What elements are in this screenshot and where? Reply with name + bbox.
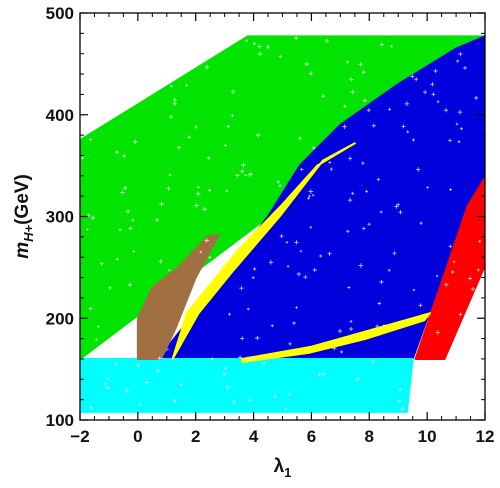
- y-tick-label: 300: [46, 208, 74, 227]
- y-tick-label: 100: [46, 411, 74, 430]
- x-tick-label: −2: [70, 427, 89, 446]
- scatter-region: [414, 176, 485, 360]
- tick-labels: −2 0 2 4 6 8 10 12 100 200 300 400 500: [46, 4, 495, 446]
- scatter-region-fill: [171, 142, 356, 360]
- y-tick-label: 400: [46, 106, 74, 125]
- scatter-region: [80, 357, 414, 413]
- scatter-region: [241, 312, 432, 364]
- y-tick-label: 200: [46, 309, 74, 328]
- scatter-region: [171, 142, 356, 360]
- scatter-regions: [80, 35, 485, 413]
- scatter-texture: [89, 357, 405, 412]
- x-tick-label: 6: [307, 427, 316, 446]
- x-tick-label: 10: [418, 427, 437, 446]
- x-tick-label: 4: [249, 427, 259, 446]
- x-tick-label: 12: [476, 427, 495, 446]
- scatter-texture: [245, 356, 255, 362]
- x-tick-label: 2: [191, 427, 200, 446]
- y-tick-label: 500: [46, 4, 74, 23]
- scatter-texture: [157, 238, 209, 361]
- scatter-region-fill: [136, 233, 220, 360]
- scatter-region: [136, 233, 220, 361]
- scatter-texture: [435, 239, 482, 335]
- scatter-region-fill: [241, 312, 432, 364]
- y-axis-title: mH+(GeV): [12, 174, 36, 259]
- scatter-region-fill: [80, 357, 414, 413]
- scatter-region-fill: [414, 176, 485, 360]
- x-tick-label: 0: [133, 427, 142, 446]
- x-axis-title: λ1: [274, 456, 292, 480]
- axes: [79, 12, 486, 421]
- x-tick-label: 8: [365, 427, 374, 446]
